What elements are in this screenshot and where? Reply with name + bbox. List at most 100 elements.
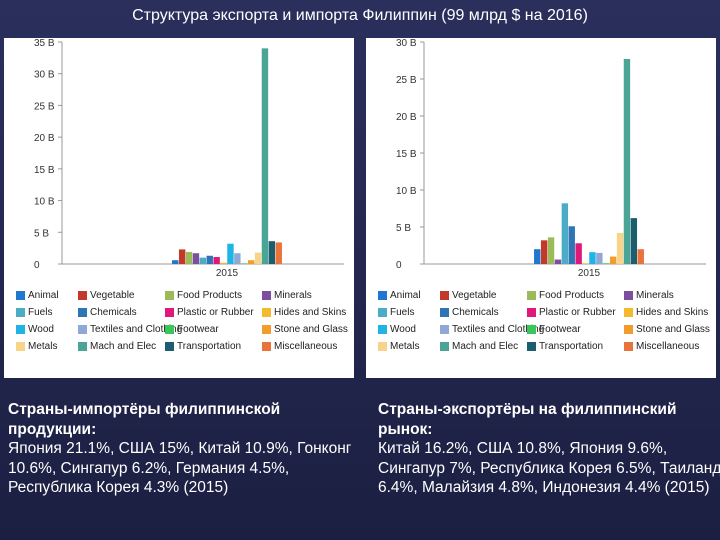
legend-label: Transportation (177, 341, 242, 352)
legend-item: Transportation (165, 339, 262, 354)
legend-label: Vegetable (452, 290, 497, 301)
legend-swatch (624, 325, 633, 334)
bar (596, 252, 603, 264)
legend-item: Footwear (165, 322, 262, 337)
legend-label: Miscellaneous (636, 341, 700, 352)
legend-swatch (165, 342, 174, 351)
legend-swatch (527, 325, 536, 334)
legend-label: Textiles and Clothing (90, 324, 183, 335)
bar (609, 256, 617, 264)
importers-text: Япония 21.1%, США 15%, Китай 10.9%, Гонк… (8, 440, 352, 496)
y-tick-label: 5 B (396, 223, 411, 234)
legend-item: Footwear (527, 322, 624, 337)
legend-swatch (16, 325, 25, 334)
legend-item: Transportation (527, 339, 624, 354)
bar (568, 226, 575, 264)
x-tick-label: 2015 (578, 268, 601, 279)
y-tick-label: 5 B (34, 228, 49, 239)
legend-item: Mach and Elec (78, 339, 165, 354)
exporters-caption: Страны-экспортёры на филиппинский рынок:… (378, 400, 720, 498)
legend-label: Animal (28, 290, 59, 301)
legend-label: Chemicals (452, 307, 499, 318)
bar (547, 237, 555, 264)
legend-swatch (78, 291, 87, 300)
legend-item: Wood (378, 322, 440, 337)
bar (261, 48, 269, 264)
bar (630, 218, 638, 264)
legend-item: Textiles and Clothing (440, 322, 544, 337)
legend-item: Hides and Skins (624, 305, 712, 320)
legend-swatch (624, 291, 633, 300)
legend-swatch (262, 342, 271, 351)
legend-label: Chemicals (90, 307, 137, 318)
legend-item: Miscellaneous (262, 339, 350, 354)
bar (185, 251, 193, 264)
legend-swatch (527, 291, 536, 300)
legend-swatch (165, 291, 174, 300)
import-chart-legend: Animal Vegetable Food Products Minerals Fuel… (16, 288, 350, 354)
bar (275, 242, 282, 264)
bar (254, 252, 262, 264)
legend-label: Transportation (539, 341, 604, 352)
legend-item: Vegetable (440, 288, 527, 303)
legend-swatch (16, 291, 25, 300)
y-tick-label: 10 B (396, 186, 417, 197)
legend-label: Minerals (274, 290, 312, 301)
legend-swatch (527, 342, 536, 351)
legend-swatch (378, 325, 387, 334)
legend-swatch (262, 291, 271, 300)
legend-label: Stone and Glass (274, 324, 348, 335)
bar (637, 249, 644, 264)
legend-swatch (378, 291, 387, 300)
bar (540, 240, 548, 264)
legend-label: Food Products (539, 290, 605, 301)
legend-label: Hides and Skins (636, 307, 709, 318)
legend-label: Mach and Elec (90, 341, 157, 352)
import-chart-panel: 0 5 B 10 B 15 B 20 B 25 B 30 B 35 B 2015 Animal V… (4, 38, 354, 378)
bar (561, 203, 569, 264)
legend-swatch (16, 342, 25, 351)
legend-item: Metals (16, 339, 78, 354)
legend-label: Mach and Elec (452, 341, 519, 352)
y-tick-label: 0 (396, 260, 402, 271)
legend-swatch (624, 342, 633, 351)
legend-label: Metals (390, 341, 420, 352)
legend-label: Hides and Skins (274, 307, 347, 318)
legend-label: Textiles and Clothing (452, 324, 545, 335)
legend-swatch (16, 308, 25, 317)
legend-swatch (262, 325, 271, 334)
legend-swatch (165, 325, 174, 334)
bar (589, 252, 596, 264)
legend-label: Minerals (636, 290, 674, 301)
legend-swatch (78, 325, 87, 334)
legend-item: Stone and Glass (624, 322, 712, 337)
legend-label: Plastic or Rubber (177, 307, 254, 318)
legend-item: Wood (16, 322, 78, 337)
legend-item: Chemicals (78, 305, 165, 320)
legend-label: Animal (390, 290, 421, 301)
import-chart: 0 5 B 10 B 15 B 20 B 25 B 30 B 35 B 2015 (34, 38, 344, 279)
legend-swatch (378, 342, 387, 351)
legend-label: Footwear (539, 324, 581, 335)
legend-swatch (440, 291, 449, 300)
legend-item: Vegetable (78, 288, 165, 303)
legend-swatch (78, 342, 87, 351)
legend-item: Plastic or Rubber (165, 305, 262, 320)
exporters-heading: Страны-экспортёры на филиппинский рынок: (378, 401, 677, 438)
bar (268, 241, 276, 264)
bar (575, 243, 582, 264)
legend-swatch (378, 308, 387, 317)
bar (199, 257, 207, 264)
importers-heading: Страны-импортёры филиппинской продукции: (8, 401, 281, 438)
legend-item: Fuels (16, 305, 78, 320)
legend-item: Fuels (378, 305, 440, 320)
bar (603, 263, 610, 264)
legend-item: Mach and Elec (440, 339, 527, 354)
legend-label: Wood (390, 324, 416, 335)
legend-label: Wood (28, 324, 54, 335)
legend-item: Food Products (527, 288, 624, 303)
legend-item: Textiles and Clothing (78, 322, 182, 337)
bar (534, 249, 541, 264)
legend-item: Chemicals (440, 305, 527, 320)
bar (206, 255, 213, 264)
